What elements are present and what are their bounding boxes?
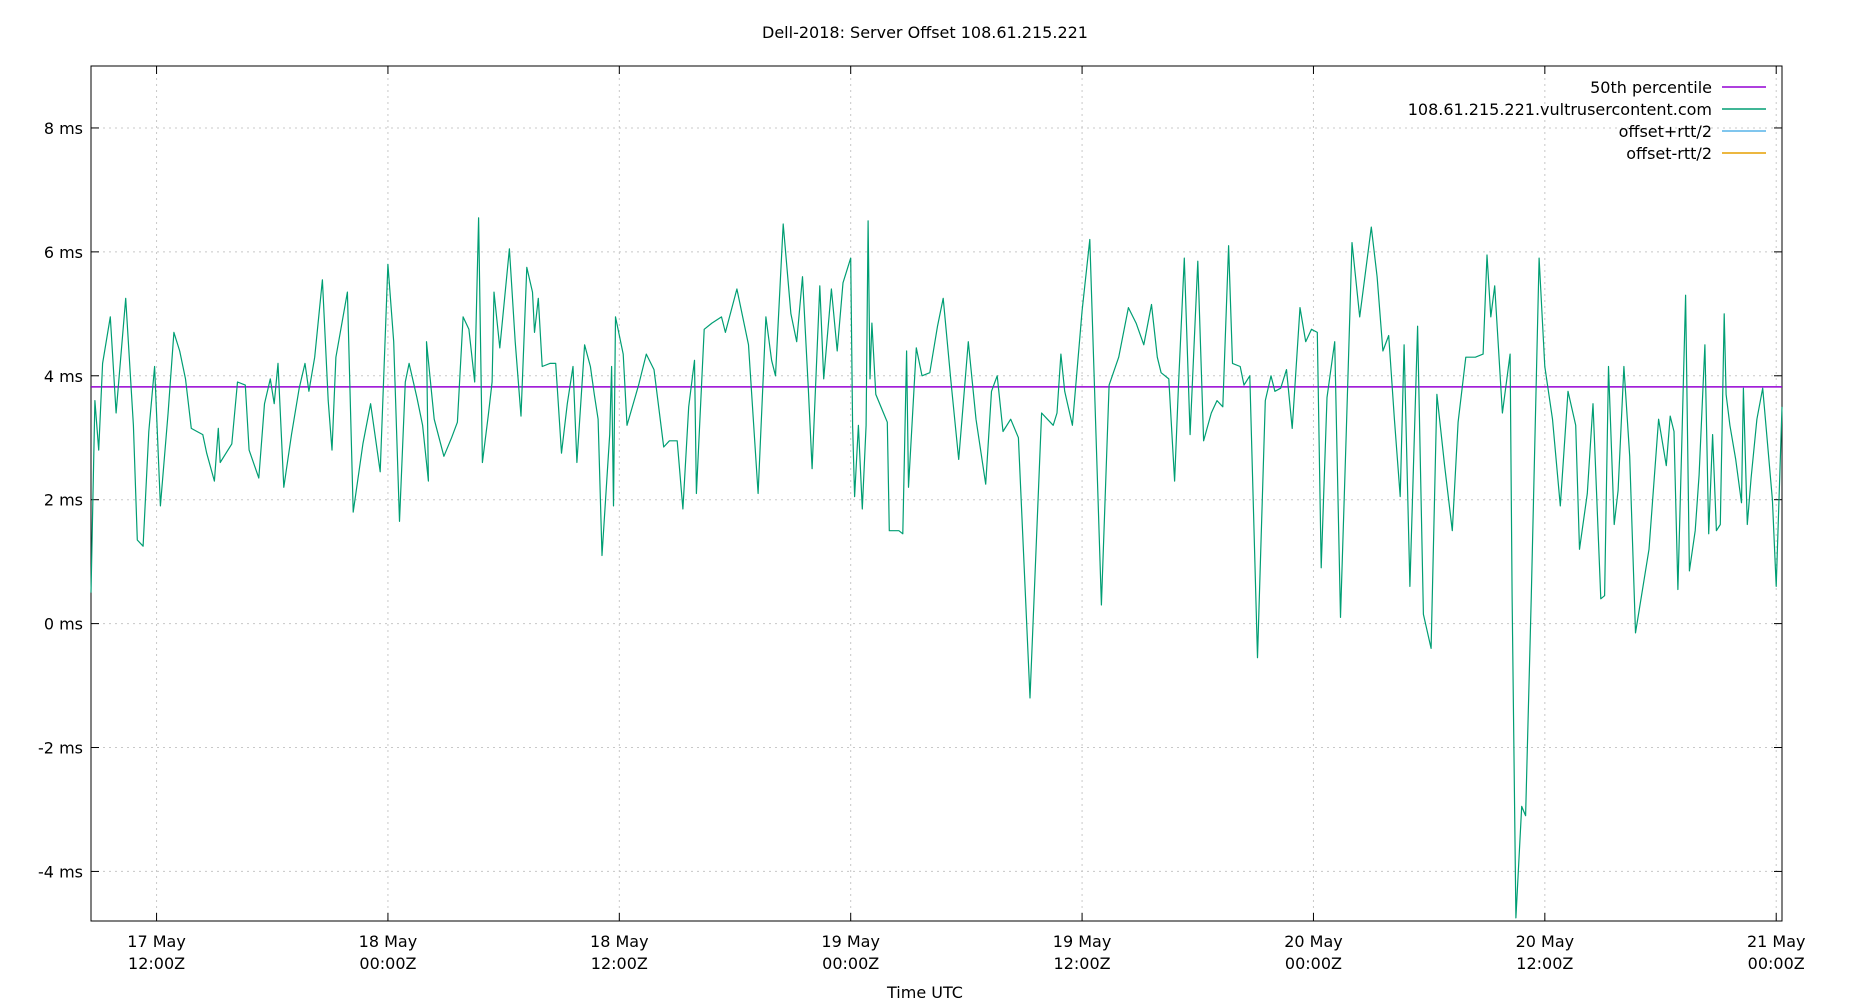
legend-label: 108.61.215.221.vultrusercontent.com — [1408, 100, 1712, 119]
series-layer — [90, 217, 1783, 919]
axis-ticks: -4 ms -2 ms 0 ms 2 ms 4 ms 6 ms 8 ms 17 May 12:0… — [38, 66, 1805, 973]
x-tick-label: 00:00Z — [1748, 954, 1805, 973]
x-tick-label: 00:00Z — [359, 954, 416, 973]
x-tick-label: 20 May — [1284, 932, 1343, 951]
legend-label: offset+rtt/2 — [1619, 122, 1712, 141]
y-tick-label: 0 ms — [44, 615, 83, 634]
x-tick-label: 19 May — [1053, 932, 1112, 951]
y-tick-label: -4 ms — [38, 862, 83, 881]
x-tick-label: 20 May — [1516, 932, 1575, 951]
x-tick-label: 19 May — [821, 932, 880, 951]
y-tick-label: 8 ms — [44, 119, 83, 138]
legend-label: offset-rtt/2 — [1626, 144, 1712, 163]
x-axis-label: Time UTC — [886, 983, 963, 1000]
x-tick-label: 12:00Z — [128, 954, 185, 973]
y-tick-label: 4 ms — [44, 367, 83, 386]
legend-label: 50th percentile — [1590, 78, 1712, 97]
x-tick-label: 00:00Z — [1285, 954, 1342, 973]
x-tick-label: 17 May — [127, 932, 186, 951]
x-tick-label: 00:00Z — [822, 954, 879, 973]
x-tick-label: 18 May — [359, 932, 418, 951]
plot-frame — [90, 65, 1783, 922]
y-tick-label: 6 ms — [44, 243, 83, 262]
x-tick-label: 12:00Z — [1054, 954, 1111, 973]
x-tick-label: 21 May — [1747, 932, 1806, 951]
x-tick-label: 18 May — [590, 932, 649, 951]
chart-title: Dell-2018: Server Offset 108.61.215.221 — [762, 23, 1088, 42]
grid-lines — [91, 66, 1782, 921]
series-line — [90, 217, 1783, 919]
y-tick-label: 2 ms — [44, 491, 83, 510]
legend: 50th percentile 108.61.215.221.vultruserc… — [1408, 78, 1766, 163]
x-tick-label: 12:00Z — [1516, 954, 1573, 973]
x-tick-label: 12:00Z — [591, 954, 648, 973]
y-tick-label: -2 ms — [38, 739, 83, 758]
